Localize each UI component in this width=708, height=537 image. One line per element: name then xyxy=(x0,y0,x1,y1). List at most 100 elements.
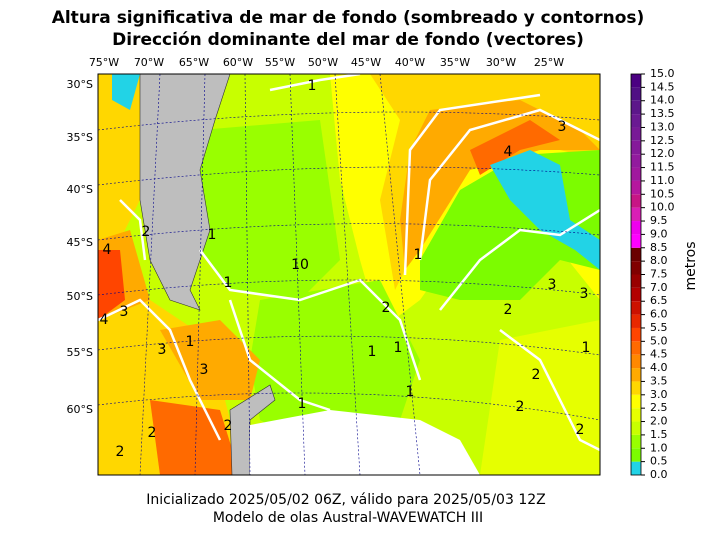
contour-label: 1 xyxy=(224,275,233,291)
contour-label: 3 xyxy=(558,119,567,135)
colorbar-tick-label: 14.5 xyxy=(650,80,675,93)
lon-label: 30°W xyxy=(486,56,516,69)
colorbar-segment xyxy=(631,261,641,275)
contour-label: 1 xyxy=(308,78,317,94)
lon-label: 65°W xyxy=(179,56,209,69)
colorbar-tick-label: 9.5 xyxy=(650,214,668,227)
footer-line1: Inicializado 2025/05/02 06Z, válido para… xyxy=(146,492,545,508)
colorbar-tick-label: 12.0 xyxy=(650,147,675,160)
lon-label: 35°W xyxy=(440,56,470,69)
contour-label: 4 xyxy=(504,144,513,160)
colorbar-segment xyxy=(631,247,641,262)
colorbar-tick-label: 1.0 xyxy=(650,441,668,454)
colorbar-tick-label: 5.0 xyxy=(650,334,668,347)
colorbar-segment xyxy=(631,221,641,235)
contour-label: 1 xyxy=(208,227,217,243)
colorbar-tick-label: 7.0 xyxy=(650,281,668,294)
contour-label: 3 xyxy=(158,342,167,358)
colorbar-tick-label: 15.0 xyxy=(650,67,675,80)
colorbar-segment xyxy=(631,327,641,342)
lat-label: 35°S xyxy=(67,131,93,144)
colorbar-segment xyxy=(631,154,641,168)
contour-label: 3 xyxy=(580,286,589,302)
contour-label: 1 xyxy=(368,344,377,360)
colorbar-tick-label: 9.0 xyxy=(650,227,668,240)
colorbar-segment xyxy=(631,180,641,195)
lon-label: 75°W xyxy=(89,56,119,69)
contour-label: 1 xyxy=(298,396,307,412)
colorbar-tick-label: 4.5 xyxy=(650,348,668,361)
colorbar-segment xyxy=(631,207,641,222)
colorbar-tick-label: 0.0 xyxy=(650,468,668,481)
colorbar-tick-label: 3.0 xyxy=(650,388,668,401)
colorbar-tick-label: 0.5 xyxy=(650,455,668,468)
colorbar-segment xyxy=(631,408,641,422)
colorbar-tick-label: 14.0 xyxy=(650,94,675,107)
contour-label: 2 xyxy=(148,425,157,441)
colorbar-tick-label: 10.0 xyxy=(650,201,675,214)
colorbar-tick-label: 4.0 xyxy=(650,361,668,374)
colorbar-tick-label: 13.5 xyxy=(650,107,675,120)
colorbar-segment xyxy=(631,461,641,475)
lon-label: 25°W xyxy=(534,56,564,69)
colorbar-segment xyxy=(631,167,641,181)
colorbar-tick-label: 11.0 xyxy=(650,174,675,187)
colorbar-segment xyxy=(631,421,641,435)
lat-label: 45°S xyxy=(67,236,93,249)
colorbar-tick-label: 11.5 xyxy=(650,161,675,174)
colorbar-tick-label: 7.5 xyxy=(650,268,668,281)
contour-label: 2 xyxy=(504,302,513,318)
colorbar-tick-label: 2.0 xyxy=(650,415,668,428)
colorbar-segment xyxy=(631,368,641,382)
lat-label: 60°S xyxy=(67,403,93,416)
lat-label: 30°S xyxy=(67,78,93,91)
subtitle: Dirección dominante del mar de fondo (ve… xyxy=(112,30,584,50)
colorbar-tick-label: 6.0 xyxy=(650,308,668,321)
contour-label: 3 xyxy=(548,277,557,293)
colorbar-segment xyxy=(631,341,641,355)
contour-label: 1 xyxy=(406,384,415,400)
colorbar-segment xyxy=(631,448,641,462)
contour-label: 2 xyxy=(116,444,125,460)
map-frame xyxy=(97,73,601,476)
colorbar-segment xyxy=(631,354,641,369)
colorbar-tick-label: 12.5 xyxy=(650,134,675,147)
contour-label: 2 xyxy=(142,224,151,240)
colorbar-segment xyxy=(631,194,641,208)
contour-label: 1 xyxy=(394,340,403,356)
colorbar-segment xyxy=(631,274,641,288)
colorbar-segment xyxy=(631,381,641,395)
contour-label: 1 xyxy=(414,247,423,263)
lon-label: 40°W xyxy=(395,56,425,69)
lon-label: 50°W xyxy=(308,56,338,69)
colorbar-segment xyxy=(631,287,641,302)
lat-label: 40°S xyxy=(67,183,93,196)
contour-label: 4 xyxy=(103,242,112,258)
contour-label: 3 xyxy=(120,304,129,320)
contour-label: 1 xyxy=(582,340,591,356)
colorbar-segment xyxy=(631,74,641,88)
lon-label: 55°W xyxy=(265,56,295,69)
contour-label: 2 xyxy=(576,422,585,438)
colorbar-segment xyxy=(631,140,641,155)
colorbar-segment xyxy=(631,87,641,101)
contour-label: 2 xyxy=(516,399,525,415)
footer-line2: Modelo de olas Austral-WAVEWATCH III xyxy=(213,510,483,526)
colorbar-tick-label: 6.5 xyxy=(650,294,668,307)
colorbar-segment xyxy=(631,301,641,315)
lon-label: 70°W xyxy=(134,56,164,69)
colorbar-tick-label: 8.0 xyxy=(650,254,668,267)
lon-label: 45°W xyxy=(351,56,381,69)
colorbar-tick-label: 5.5 xyxy=(650,321,668,334)
contour-label: 4 xyxy=(100,312,109,328)
colorbar-segment xyxy=(631,114,641,128)
contour-label: 1 xyxy=(186,334,195,350)
map xyxy=(98,74,600,475)
colorbar-tick-label: 13.0 xyxy=(650,120,675,133)
colorbar-tick-label: 3.5 xyxy=(650,374,668,387)
colorbar-tick-label: 8.5 xyxy=(650,241,668,254)
colorbar-segment xyxy=(631,100,641,115)
title: Altura significativa de mar de fondo (so… xyxy=(52,8,645,28)
contour-label: 2 xyxy=(382,300,391,316)
